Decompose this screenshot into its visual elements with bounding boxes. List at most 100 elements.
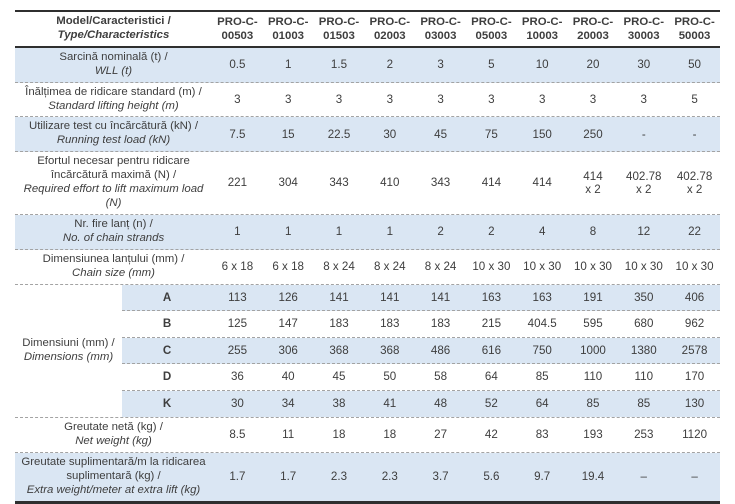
table-row: Nr. fire lanț (n) / No. of chain strands 1…: [15, 214, 720, 250]
cell-value: 3: [386, 92, 394, 106]
cell-value: 6 x 18: [272, 259, 304, 273]
dimension-letter: C: [162, 343, 172, 357]
cell-value: 83: [535, 428, 549, 442]
cell-value: 5.6: [483, 470, 500, 483]
cell-value: 141: [430, 290, 451, 304]
cell-value: 5: [488, 58, 495, 72]
model-prefix: PRO-C-: [318, 15, 360, 28]
row-label-cell: Dimensiunea lanțului (mm) / Chain size (m…: [15, 250, 212, 284]
table-row: Sarcină nominală (t) / WLL (t) 0.5 1 1.5 2 3 5 1…: [15, 47, 720, 83]
model-code: 02003: [373, 29, 406, 42]
dimensions-block: Dimensiuni (mm) / Dimensions (mm) A 113 12…: [15, 284, 720, 418]
header-label-ro: Model/Caracteristici /: [56, 15, 171, 27]
cell-value: 3: [437, 92, 444, 106]
cell-value: 18: [332, 428, 346, 442]
cell-value: 2: [488, 225, 495, 239]
cell-value: 58: [434, 370, 448, 384]
row-label-en: Running test load (kN): [56, 134, 171, 147]
cell-value: 402.78 x 2: [676, 169, 713, 197]
dimension-row-D: D 36 40 45 50 58 64 85 110 110 170: [122, 364, 720, 391]
cell-value: 30: [383, 127, 397, 141]
model-prefix: PRO-C-: [267, 15, 309, 28]
cell-value: 141: [380, 290, 400, 304]
cell-value: 1: [284, 225, 292, 239]
cell-value: 410: [380, 176, 400, 190]
cell-value: 30: [637, 58, 651, 72]
cell-value: 9.7: [534, 470, 551, 483]
cell-value: 3: [589, 92, 597, 106]
cell-value: 34: [281, 397, 295, 411]
cell-value: 85: [637, 397, 651, 411]
cell-value: 306: [278, 343, 298, 357]
cell-value: –: [691, 470, 698, 483]
row-label-en: Standard lifting height (m): [48, 99, 179, 112]
column-header-03003: PRO-C- 03003: [415, 12, 466, 46]
dimension-row-B: B 125 147 183 183 183 215 404.5 595 680 962: [122, 311, 720, 338]
cell-value: 50: [688, 58, 702, 72]
cell-value: 30: [230, 397, 244, 411]
table-row: Utilizare test cu încărcătură (kN) / Runn…: [15, 117, 720, 153]
cell-value: 343: [329, 176, 349, 190]
column-header-02003: PRO-C- 02003: [364, 12, 415, 46]
row-label-cell: Utilizare test cu încărcătură (kN) / Runn…: [15, 117, 212, 151]
cell-value: 350: [634, 290, 654, 304]
cell-value: 368: [380, 343, 400, 357]
cell-value: 3.7: [432, 470, 449, 483]
cell-value: 8 x 24: [323, 259, 355, 273]
model-prefix: PRO-C-: [674, 15, 715, 28]
row-label-en: No. of chain strands: [62, 231, 165, 244]
model-code: 01003: [272, 29, 305, 42]
model-prefix: PRO-C-: [471, 15, 512, 28]
cell-value: 45: [434, 127, 448, 141]
cell-value: 50: [383, 370, 397, 384]
cell-value: 45: [332, 370, 346, 384]
cell-value: 36: [230, 370, 244, 384]
cell-value: 183: [380, 317, 400, 331]
cell-value: 414: [532, 176, 552, 190]
cell-value: 1: [386, 225, 394, 239]
header-label-en: Type/Characteristics: [57, 28, 170, 41]
row-label-ro: Greutate netă (kg) /: [64, 421, 163, 433]
table-row: Dimensiunea lanțului (mm) / Chain size (m…: [15, 250, 720, 285]
cell-value: 1120: [682, 428, 708, 442]
cell-value: 6 x 18: [221, 259, 254, 273]
cell-value: 414: [481, 176, 502, 190]
cell-value: 3: [488, 92, 495, 106]
cell-value: 402.78 x 2: [626, 169, 662, 197]
cell-value: 1380: [630, 343, 657, 357]
dimensions-rows: A 113 126 141 141 141 163 163 191 350 406 B 125 147 18…: [122, 284, 720, 417]
dimension-letter: A: [162, 290, 172, 304]
table-row: Efortul necesar pentru ridicare încărcăt…: [15, 152, 720, 215]
cell-value: 11: [282, 428, 295, 442]
cell-value: 113: [228, 290, 247, 304]
row-label-cell: Nr. fire lanț (n) / No. of chain strands: [15, 215, 212, 249]
row-label-en: Required effort to lift maximum load (N): [23, 183, 204, 209]
dimension-row-A: A 113 126 141 141 141 163 163 191 350 406: [122, 284, 720, 311]
cell-value: 1.5: [330, 58, 348, 72]
header-label-cell: Model/Caracteristici / Type/Characterist…: [15, 12, 212, 46]
model-code: 01503: [323, 29, 355, 42]
cell-value: 1.7: [229, 470, 246, 483]
cell-value: 110: [634, 370, 654, 384]
column-header-10003: PRO-C- 10003: [517, 12, 568, 46]
cell-value: 64: [535, 397, 549, 411]
row-label-ro: Greutate suplimentară/m la ridicarea sup…: [21, 455, 206, 482]
cell-value: 3: [640, 92, 647, 106]
cell-value: 8 x 24: [373, 259, 406, 273]
column-header-50003: PRO-C- 50003: [669, 12, 720, 46]
cell-value: 406: [684, 290, 705, 304]
cell-value: 41: [383, 397, 397, 411]
row-label-ro: Dimensiunea lanțului (mm) /: [42, 252, 185, 265]
model-code: 30003: [627, 29, 660, 42]
cell-value: 2.3: [381, 470, 398, 483]
cell-value: 2: [386, 58, 394, 72]
cell-value: 404.5: [527, 317, 557, 331]
cell-value: 750: [532, 343, 552, 357]
cell-value: 191: [583, 290, 603, 304]
cell-value: 52: [484, 397, 498, 411]
dimension-letter: D: [162, 370, 172, 384]
dimension-letter: B: [162, 317, 172, 331]
row-label-en: WLL (t): [94, 64, 133, 77]
model-code: 03003: [424, 29, 457, 42]
cell-value: 147: [278, 317, 298, 331]
